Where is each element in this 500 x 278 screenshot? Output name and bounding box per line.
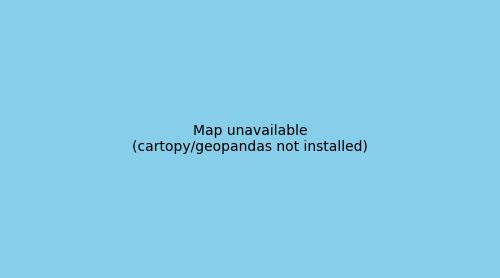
Text: Map unavailable
(cartopy/geopandas not installed): Map unavailable (cartopy/geopandas not i… bbox=[132, 124, 368, 154]
